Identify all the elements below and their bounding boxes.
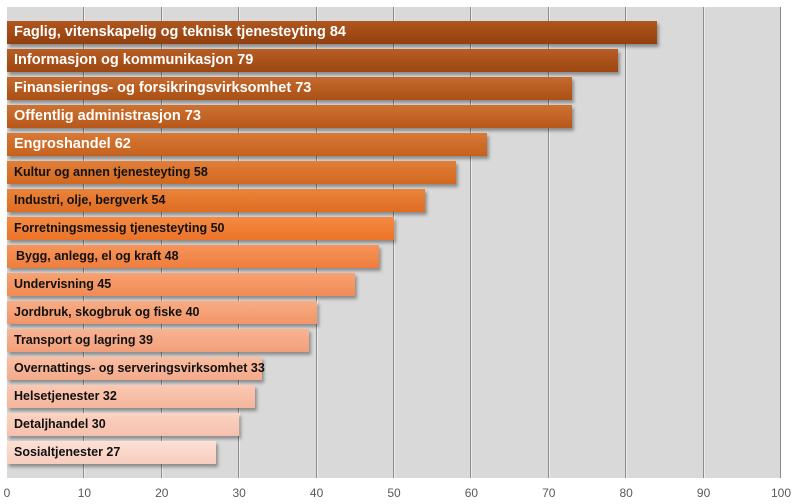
bar-label: Sosialtjenester 27 xyxy=(14,445,121,459)
bar: Transport og lagring 39 xyxy=(7,329,309,352)
bar-label: Finansierings- og forsikringsvirksomhet … xyxy=(14,80,312,96)
gridline xyxy=(83,7,84,478)
gridline xyxy=(470,7,471,478)
gridline xyxy=(393,7,394,478)
x-tick-label: 0 xyxy=(3,486,11,500)
x-tick-label: 50 xyxy=(387,486,401,500)
x-tick-label: 90 xyxy=(696,486,711,500)
bar: Detaljhandel 30 xyxy=(7,413,239,436)
bar: Faglig, vitenskapelig og teknisk tjenest… xyxy=(7,21,657,44)
bar: Offentlig administrasjon 73 xyxy=(7,105,572,128)
bar-label: Bygg, anlegg, el og kraft 48 xyxy=(16,249,179,263)
x-tick-label: 10 xyxy=(77,486,92,500)
x-tick-label: 80 xyxy=(619,486,633,500)
bar-label: Helsetjenester 32 xyxy=(14,389,117,403)
bar: Kultur og annen tjenesteyting 58 xyxy=(7,161,456,184)
bar-label: Undervisning 45 xyxy=(14,277,112,291)
bar: Overnattings- og serveringsvirksomhet 33 xyxy=(7,357,265,380)
gridline xyxy=(780,7,781,478)
gridline xyxy=(161,7,162,478)
bar-label: Offentlig administrasjon 73 xyxy=(14,108,201,124)
bar: Engroshandel 62 xyxy=(7,133,487,156)
x-tick-label: 40 xyxy=(309,486,324,500)
bar-label: Detaljhandel 30 xyxy=(14,417,106,431)
x-tick-label: 70 xyxy=(542,486,556,500)
x-tick-label: 20 xyxy=(155,486,169,500)
bar: Informasjon og kommunikasjon 79 xyxy=(7,49,618,72)
bar-label: Kultur og annen tjenesteyting 58 xyxy=(14,165,208,179)
bar-label: Faglig, vitenskapelig og teknisk tjenest… xyxy=(14,24,346,40)
bar-label: Industri, olje, bergverk 54 xyxy=(14,193,166,207)
x-tick-label: 30 xyxy=(232,486,246,500)
gridline xyxy=(548,7,549,478)
bar-label: Forretningsmessig tjenesteyting 50 xyxy=(14,221,225,235)
gridline xyxy=(703,7,704,478)
bar-label: Jordbruk, skogbruk og fiske 40 xyxy=(14,305,200,319)
bar: Finansierings- og forsikringsvirksomhet … xyxy=(7,77,572,100)
gridline xyxy=(238,7,239,478)
bar: Jordbruk, skogbruk og fiske 40 xyxy=(7,301,317,324)
bar-label: Transport og lagring 39 xyxy=(14,333,153,347)
x-tick-label: 100 xyxy=(770,486,792,500)
gridline xyxy=(625,7,626,478)
bar: Helsetjenester 32 xyxy=(7,385,255,408)
bar-label: Engroshandel 62 xyxy=(14,136,131,152)
bar: Forretningsmessig tjenesteyting 50 xyxy=(7,217,394,240)
bar: Industri, olje, bergverk 54 xyxy=(7,189,425,212)
plot-area: Faglig, vitenskapelig og teknisk tjenest… xyxy=(7,7,781,478)
x-tick-label: 60 xyxy=(464,486,479,500)
bar-label: Overnattings- og serveringsvirksomhet 33 xyxy=(14,361,265,375)
bar-label: Informasjon og kommunikasjon 79 xyxy=(14,52,254,68)
gridline xyxy=(316,7,317,478)
bar: Undervisning 45 xyxy=(7,273,355,296)
bar: Bygg, anlegg, el og kraft 48 xyxy=(7,245,379,268)
bar: Sosialtjenester 27 xyxy=(7,441,216,464)
